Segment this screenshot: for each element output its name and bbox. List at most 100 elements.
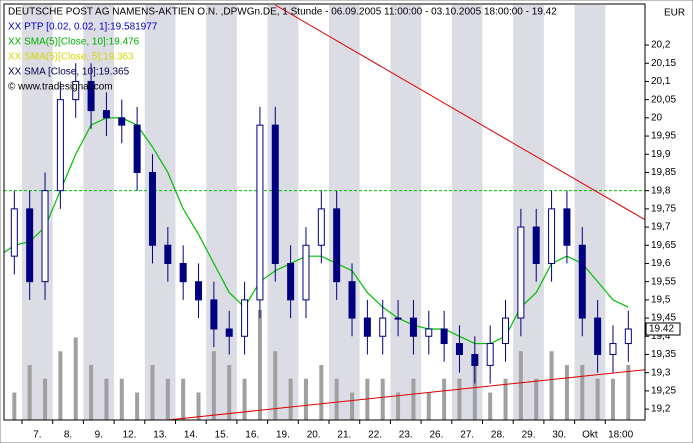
volume-bar (303, 378, 308, 420)
candle-body (486, 343, 494, 366)
y-tick-label: 19,7 (651, 222, 671, 233)
candle-body (317, 208, 325, 246)
volume-bar (211, 351, 216, 420)
y-tick-label: 19,5 (651, 295, 671, 306)
y-tick-label: 19,85 (651, 167, 676, 178)
volume-bar (534, 378, 539, 420)
y-tick-label: 20 (651, 112, 663, 123)
candle-body (394, 317, 402, 320)
day-band (574, 5, 606, 420)
volume-bar (227, 365, 232, 420)
candle-body (609, 343, 617, 355)
candle-body (195, 281, 203, 301)
y-tick-label: 19,25 (651, 386, 676, 397)
x-tick-label: 14. (184, 430, 198, 441)
legend-entry: XX SMA(5)[Close, 5]:19.363 (8, 52, 134, 63)
candle-body (179, 262, 187, 283)
candle-body (594, 317, 602, 355)
candle-body (164, 244, 172, 264)
candle-body (348, 281, 356, 319)
x-tick-label: 15. (215, 430, 229, 441)
x-tick-label: 20. (307, 430, 321, 441)
x-tick-label: 29. (522, 430, 536, 441)
candle-body (578, 244, 586, 319)
volume-bar (564, 365, 569, 420)
volume-bar (288, 378, 293, 420)
volume-bar (334, 378, 339, 420)
candle-body (363, 317, 371, 337)
x-tick-label: 22. (368, 430, 382, 441)
volume-bar (380, 378, 385, 420)
candle-body (56, 99, 64, 192)
candle-body (379, 317, 387, 337)
x-tick-label: 21. (337, 430, 351, 441)
volume-bar (472, 365, 477, 420)
last-price-box (645, 322, 681, 336)
x-tick-label: 23. (399, 430, 413, 441)
volume-bar (242, 378, 247, 420)
y-tick-label: 19,3 (651, 367, 671, 378)
legend-entry: XX SMA [Close, 10]:19.365 (8, 67, 130, 78)
y-tick-label: 19,75 (651, 204, 676, 215)
y-tick-label: 20,05 (651, 94, 676, 105)
day-band (390, 5, 422, 420)
legend-entry: XX PTP [0.02, 0.02, 1]:19.581977 (8, 22, 158, 33)
candle-body (425, 328, 433, 337)
candle-body (210, 299, 218, 330)
trend-line (167, 369, 645, 420)
y-tick-label: 19,9 (651, 149, 671, 160)
candle-body (517, 226, 525, 319)
volume-bar (165, 378, 170, 420)
x-tick-label: 16. (245, 430, 259, 441)
volume-bar (150, 365, 155, 420)
volume-bar (442, 378, 447, 420)
y-tick-label: 19,2 (651, 404, 671, 415)
day-band (83, 5, 115, 420)
volume-bar (104, 378, 109, 420)
y-tick-label: 19,35 (651, 349, 676, 360)
volume-bar (257, 310, 262, 420)
x-tick-label: 13. (153, 430, 167, 441)
y-tick-label: 19,95 (651, 131, 676, 142)
day-band (513, 5, 544, 420)
trend-line (275, 4, 645, 221)
candle-body (148, 171, 156, 246)
candle-body (471, 353, 479, 366)
volume-bar (12, 392, 17, 420)
volume-bar (319, 365, 324, 420)
candle-body (87, 80, 95, 112)
x-tick-label: 28. (491, 430, 505, 441)
candle-body (532, 226, 540, 264)
candle-body (287, 262, 295, 301)
volume-bar (518, 351, 523, 420)
candle-body (548, 208, 556, 264)
candle-body (455, 343, 463, 355)
legend-entry: © www.tradesignal.com (8, 82, 113, 93)
volume-bar (350, 392, 355, 420)
candle-body (409, 317, 417, 337)
candle-body (26, 208, 34, 283)
y-tick-label: 19,65 (651, 240, 676, 251)
y-tick-label: 19,55 (651, 276, 676, 287)
x-tick-label: Okt (582, 430, 598, 441)
volume-bar (27, 365, 32, 420)
x-tick-label: 7. (33, 430, 41, 441)
candle-body (118, 117, 126, 126)
volume-bar (626, 365, 631, 420)
volume-bar (89, 365, 94, 420)
x-tick-label: 27. (460, 430, 474, 441)
volume-bar (411, 378, 416, 420)
volume-bar (488, 392, 493, 420)
candle-body (133, 124, 141, 173)
candle-body (563, 208, 571, 246)
candle-body (102, 110, 110, 119)
y-tick-label: 19,8 (651, 185, 671, 196)
candle-body (302, 244, 310, 301)
x-tick-label: 9. (95, 430, 103, 441)
candle-body (41, 190, 49, 283)
volume-bar (181, 378, 186, 420)
volume-bar (273, 351, 278, 420)
x-tick-label: 18:00 (608, 430, 633, 441)
candle-body (72, 80, 80, 101)
